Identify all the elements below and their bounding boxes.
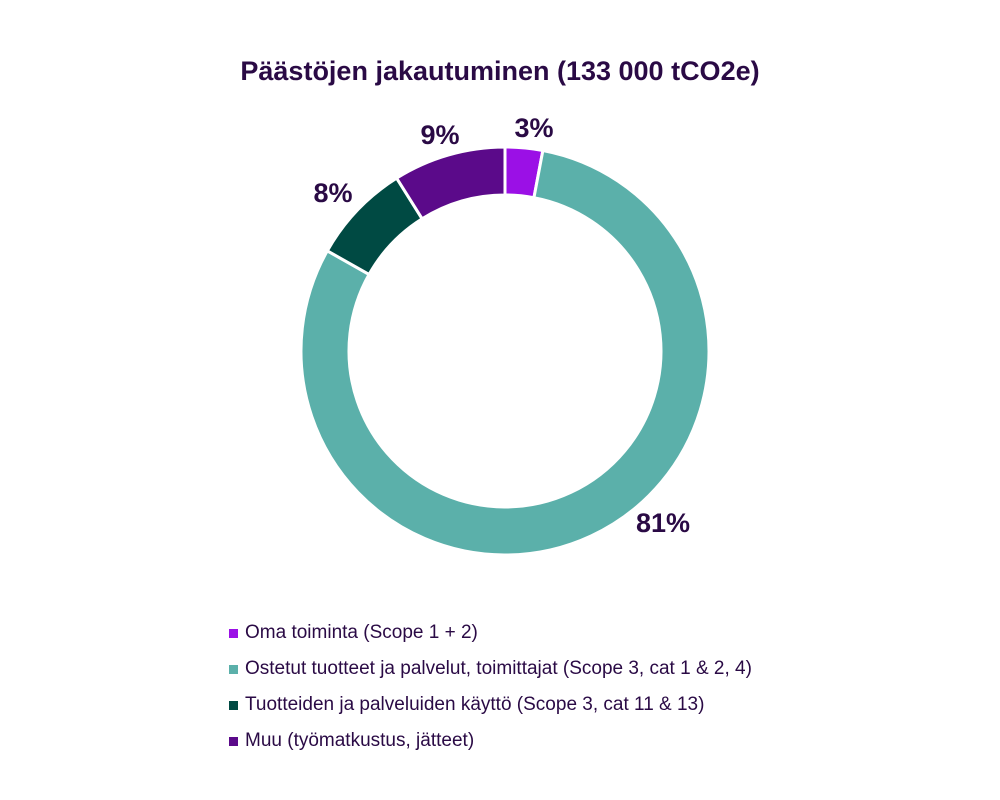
donut-chart: 3% 81% 8% 9%: [299, 113, 711, 557]
legend-label: Ostetut tuotteet ja palvelut, toimittaja…: [245, 658, 752, 679]
legend-label: Muu (työmatkustus, jätteet): [245, 730, 475, 751]
legend-item-oma-toiminta: Oma toiminta (Scope 1 + 2): [229, 615, 752, 651]
legend-item-tuotteiden-kaytto: Tuotteiden ja palveluiden käyttö (Scope …: [229, 687, 752, 723]
chart-title: Päästöjen jakautuminen (133 000 tCO2e): [240, 56, 760, 86]
legend-item-ostetut-tuotteet: Ostetut tuotteet ja palvelut, toimittaja…: [229, 651, 752, 687]
data-label-2: 8%: [313, 178, 352, 208]
legend-label: Tuotteiden ja palveluiden käyttö (Scope …: [245, 694, 705, 715]
legend-item-muu: Muu (työmatkustus, jätteet): [229, 723, 752, 759]
data-label-3: 9%: [420, 120, 459, 150]
legend-label: Oma toiminta (Scope 1 + 2): [245, 622, 478, 643]
legend-swatch: [229, 664, 238, 674]
donut-slice-3: [394, 145, 507, 221]
chart-legend: Oma toiminta (Scope 1 + 2) Ostetut tuott…: [229, 615, 752, 759]
legend-swatch: [229, 628, 238, 638]
data-label-0: 3%: [514, 113, 553, 143]
data-label-1: 81%: [636, 508, 690, 538]
legend-swatch: [229, 736, 238, 746]
donut-slice-1: [299, 148, 711, 557]
legend-swatch: [229, 700, 238, 710]
